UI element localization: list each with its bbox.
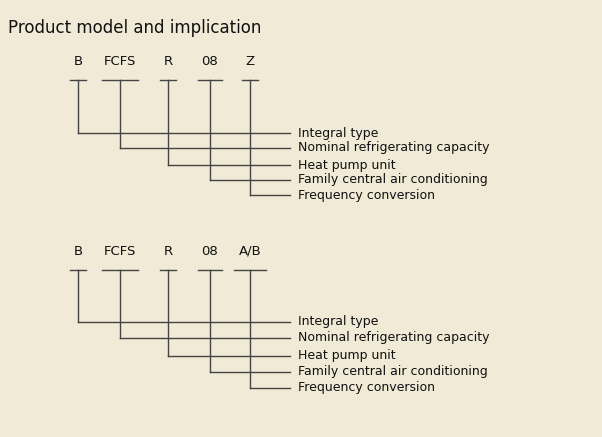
Text: 08: 08: [202, 55, 219, 68]
Text: FCFS: FCFS: [104, 245, 136, 258]
Text: Frequency conversion: Frequency conversion: [298, 188, 435, 201]
Text: Z: Z: [246, 55, 255, 68]
Text: B: B: [73, 245, 82, 258]
Text: Family central air conditioning: Family central air conditioning: [298, 173, 488, 187]
Text: Heat pump unit: Heat pump unit: [298, 159, 396, 171]
Text: Nominal refrigerating capacity: Nominal refrigerating capacity: [298, 142, 489, 155]
Text: Family central air conditioning: Family central air conditioning: [298, 365, 488, 378]
Text: 08: 08: [202, 245, 219, 258]
Text: B: B: [73, 55, 82, 68]
Text: Integral type: Integral type: [298, 126, 379, 139]
Text: R: R: [163, 55, 173, 68]
Text: R: R: [163, 245, 173, 258]
Text: A/B: A/B: [238, 245, 261, 258]
Text: Heat pump unit: Heat pump unit: [298, 350, 396, 363]
Text: Integral type: Integral type: [298, 316, 379, 329]
Text: Product model and implication: Product model and implication: [8, 19, 261, 37]
Text: Nominal refrigerating capacity: Nominal refrigerating capacity: [298, 332, 489, 344]
Text: FCFS: FCFS: [104, 55, 136, 68]
Text: Frequency conversion: Frequency conversion: [298, 382, 435, 395]
